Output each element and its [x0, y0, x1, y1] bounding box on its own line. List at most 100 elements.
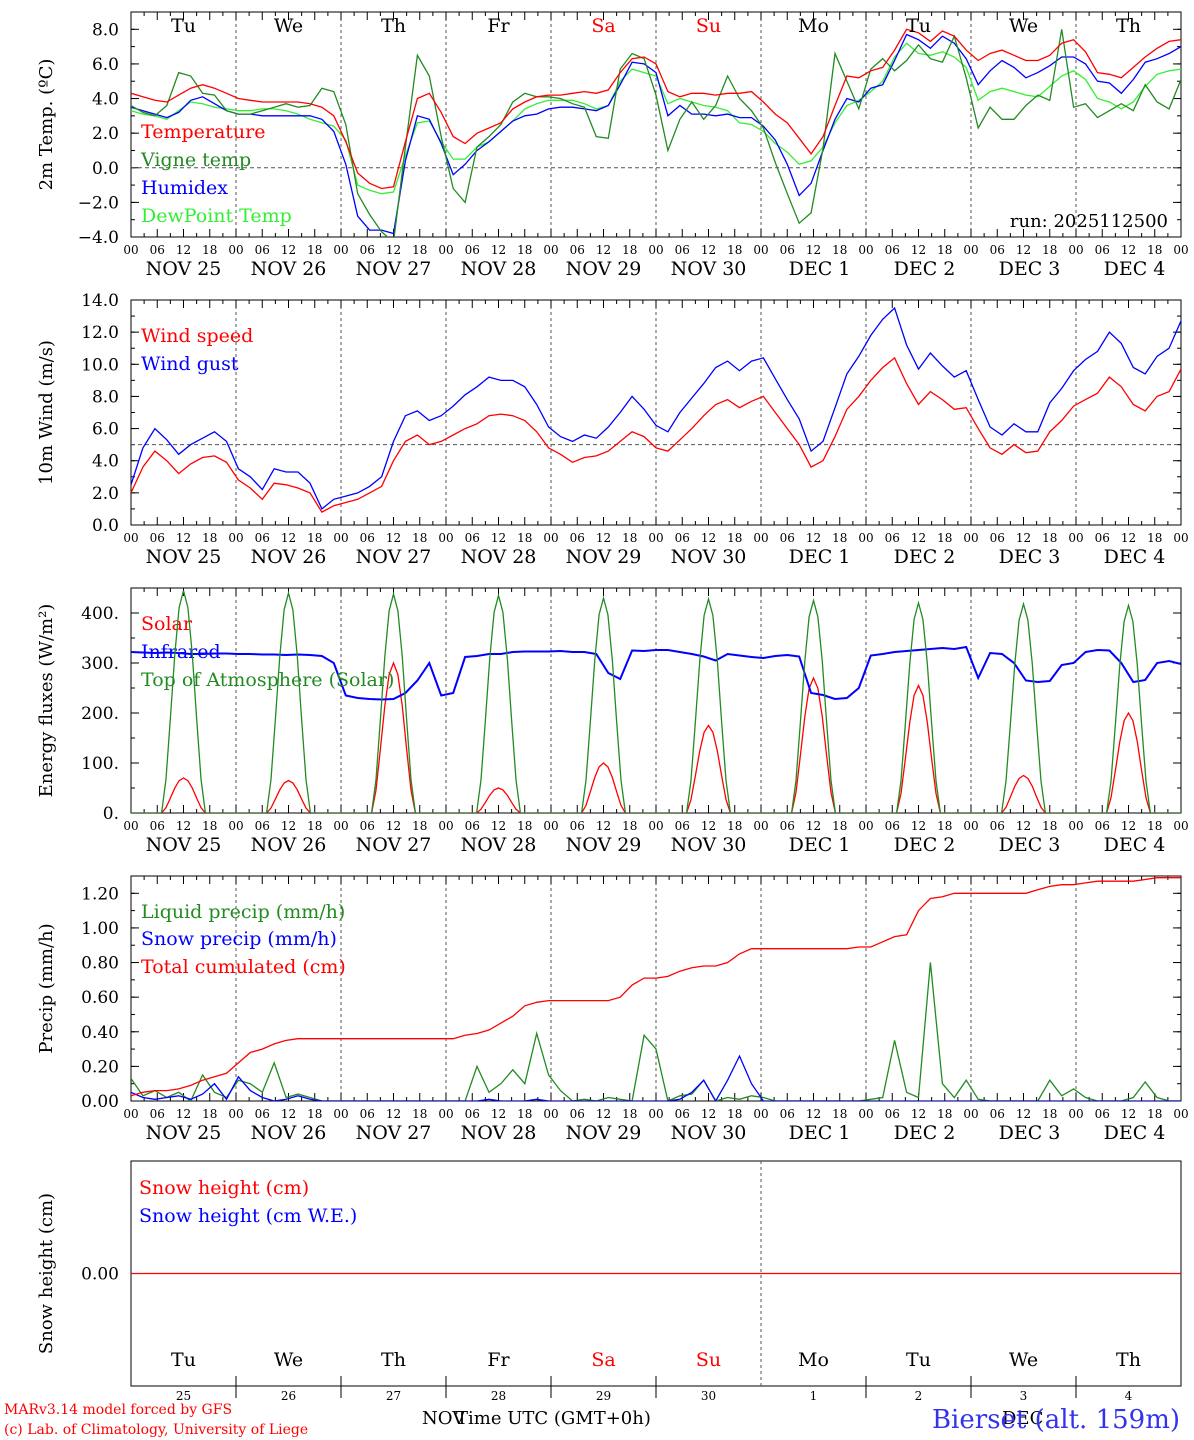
- weekday-label: We: [1009, 1349, 1038, 1371]
- hour-label: 00: [1068, 819, 1083, 833]
- hour-label: 06: [570, 819, 585, 833]
- hour-label: 00: [543, 1107, 558, 1121]
- hour-label: 12: [806, 1107, 821, 1121]
- series-wind-gust: [131, 306, 1181, 510]
- legend-entry: Temperature: [141, 121, 265, 143]
- date-label: NOV 25: [146, 1122, 222, 1144]
- hour-label: 18: [412, 243, 427, 257]
- date-label: DEC 1: [789, 546, 851, 568]
- hour-label: 18: [937, 1107, 952, 1121]
- credit-line-1: MARv3.14 model forced by GFS: [4, 1402, 232, 1418]
- day-number-label: 27: [386, 1389, 401, 1403]
- hour-label: 18: [412, 819, 427, 833]
- legend-entry: DewPoint Temp: [141, 205, 292, 227]
- weekday-label: Tu: [171, 15, 196, 37]
- date-label: NOV 29: [566, 1122, 642, 1144]
- y-tick-label: 0.: [103, 804, 119, 824]
- hour-label: 00: [648, 531, 663, 545]
- date-label: NOV 30: [671, 258, 747, 280]
- panel-frame: [130, 587, 1182, 814]
- hour-label: 12: [1121, 243, 1136, 257]
- day-number-label: 25: [176, 1389, 191, 1403]
- y-tick-label: 0.0: [92, 516, 119, 536]
- panel-temp: 00 06 12 18 00 06 12 18 00 06 12 18 00 06 12 18 00 06 12 18…: [36, 11, 1189, 280]
- hour-label: 06: [465, 819, 480, 833]
- hour-label: 12: [596, 819, 611, 833]
- hour-label: 00: [438, 819, 453, 833]
- hour-label: 00: [858, 243, 873, 257]
- hour-label: 00: [333, 531, 348, 545]
- date-label: NOV 28: [461, 258, 537, 280]
- hour-label: 06: [150, 243, 165, 257]
- hour-label: 06: [780, 243, 795, 257]
- y-axis-title: Snow height (cm): [36, 1193, 57, 1354]
- hour-label: 00: [123, 1107, 138, 1121]
- weekday-label: We: [274, 1349, 303, 1371]
- series-solar: [131, 661, 1181, 813]
- hour-label: 12: [176, 819, 191, 833]
- date-label: DEC 2: [894, 834, 956, 856]
- hour-label: 12: [806, 243, 821, 257]
- hour-label: 00: [333, 819, 348, 833]
- y-axis-title: 2m Temp. (ºC): [36, 59, 57, 191]
- x-month-dec: DEC: [1002, 1408, 1043, 1429]
- hour-label: 00: [123, 531, 138, 545]
- hour-label: 12: [281, 531, 296, 545]
- hour-label: 18: [202, 243, 217, 257]
- weekday-label: Sa: [591, 15, 615, 37]
- date-label: NOV 25: [146, 258, 222, 280]
- hour-label: 00: [1068, 531, 1083, 545]
- series-temperature: [131, 28, 1181, 190]
- series-top-of-atmosphere-solar-: [131, 590, 1181, 813]
- date-label: NOV 25: [146, 834, 222, 856]
- date-label: DEC 4: [1104, 546, 1166, 568]
- credit-line-2: (c) Lab. of Climatology, University of L…: [4, 1422, 308, 1438]
- hour-label: 00: [438, 531, 453, 545]
- hour-label: 06: [255, 1107, 270, 1121]
- hour-label: 12: [386, 243, 401, 257]
- hour-label: 00: [753, 531, 768, 545]
- weekday-label: Fr: [487, 15, 510, 37]
- hour-label: 12: [911, 1107, 926, 1121]
- date-label: DEC 3: [999, 258, 1061, 280]
- hour-label: 00: [858, 819, 873, 833]
- hour-label: 00: [963, 243, 978, 257]
- hour-label: 18: [622, 243, 637, 257]
- hour-label: 00: [858, 531, 873, 545]
- hour-label: 06: [885, 1107, 900, 1121]
- y-tick-label: 8.0: [92, 20, 119, 40]
- hour-label: 18: [307, 531, 322, 545]
- hour-label: 00: [1068, 243, 1083, 257]
- hour-label: 12: [386, 1107, 401, 1121]
- day-number-label: 30: [701, 1389, 716, 1403]
- weekday-label: Tu: [906, 15, 931, 37]
- series-dewpoint-temp: [131, 42, 1181, 195]
- hour-label: 06: [150, 531, 165, 545]
- hour-label: 06: [990, 531, 1005, 545]
- date-label: NOV 30: [671, 834, 747, 856]
- y-tick-label: 6.0: [92, 420, 119, 440]
- series-snow-precip-mm-h-: [131, 1054, 1181, 1101]
- hour-label: 12: [1121, 531, 1136, 545]
- hour-label: 06: [1095, 819, 1110, 833]
- hour-label: 06: [360, 1107, 375, 1121]
- hour-label: 12: [596, 243, 611, 257]
- date-label: NOV 27: [356, 546, 432, 568]
- hour-label: 12: [1121, 1107, 1136, 1121]
- hour-label: 00: [753, 1107, 768, 1121]
- hour-label: 00: [438, 1107, 453, 1121]
- hour-label: 18: [832, 531, 847, 545]
- date-label: DEC 3: [999, 546, 1061, 568]
- date-label: NOV 30: [671, 546, 747, 568]
- hour-label: 18: [517, 531, 532, 545]
- date-label: DEC 4: [1104, 834, 1166, 856]
- hour-label: 18: [622, 531, 637, 545]
- hour-label: 00: [648, 243, 663, 257]
- legend-entry: Top of Atmosphere (Solar): [141, 669, 394, 691]
- hour-label: 06: [780, 531, 795, 545]
- hour-label: 18: [1147, 531, 1162, 545]
- date-label: NOV 29: [566, 258, 642, 280]
- hour-label: 18: [517, 243, 532, 257]
- hour-label: 18: [937, 819, 952, 833]
- date-label: DEC 1: [789, 1122, 851, 1144]
